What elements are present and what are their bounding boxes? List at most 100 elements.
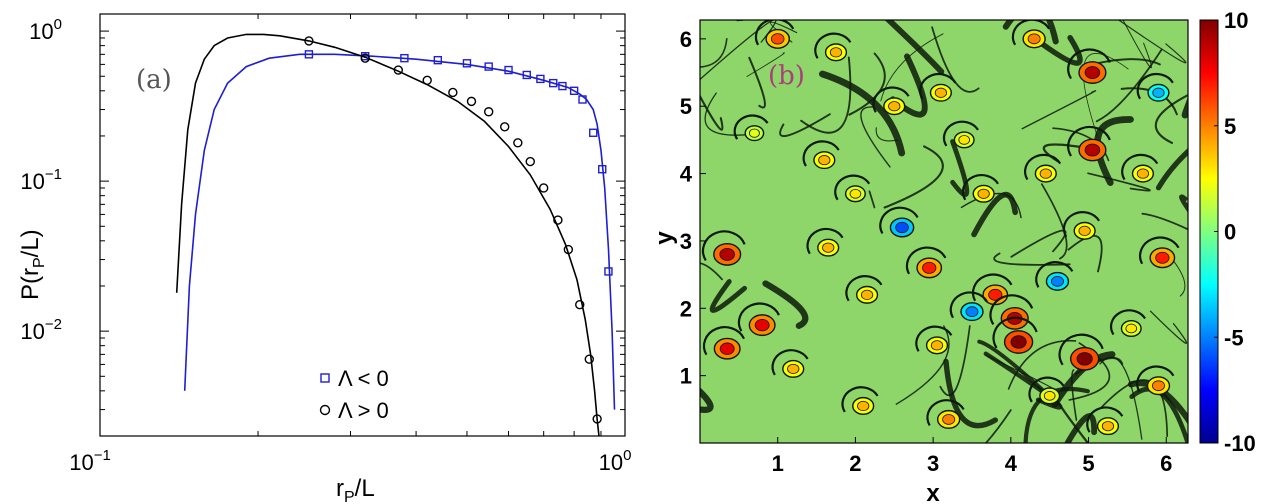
- filament: [939, 325, 971, 397]
- y-tick-label: 100: [29, 16, 62, 44]
- filament: [884, 20, 945, 75]
- filament: [1010, 229, 1067, 258]
- filament: [868, 190, 876, 209]
- vortex-spiral: [733, 114, 769, 140]
- filament: [1095, 48, 1163, 123]
- panel-a: 10−1 100 10−2 10−1 100 (a) rP/L P(rP/L) Λ < …: [17, 13, 632, 504]
- filament: [1094, 116, 1134, 186]
- filament: [700, 20, 777, 81]
- x-tick-label: 2: [849, 451, 861, 476]
- colorbar-ticks: 10 5 0 -5 -10: [1214, 8, 1256, 456]
- filament: [700, 387, 714, 414]
- vortex: [1028, 376, 1065, 405]
- filament: [960, 192, 1022, 219]
- marker-circle: [483, 107, 494, 117]
- vortex-core: [1155, 251, 1170, 264]
- vortex-core: [1084, 143, 1101, 157]
- vortex: [1121, 153, 1159, 183]
- legend-circle-marker: [319, 404, 331, 416]
- vortex-core: [1152, 87, 1165, 98]
- filament: [950, 139, 970, 197]
- marker-square: [604, 267, 613, 276]
- marker-square: [522, 70, 531, 80]
- x-tick-label: 5: [1082, 451, 1094, 476]
- vortex: [806, 227, 844, 257]
- panel-b-xlabel: x: [926, 480, 940, 504]
- marker-square: [589, 128, 598, 137]
- filament: [1141, 212, 1188, 231]
- vortex-spiral: [834, 174, 871, 201]
- vortex-core: [895, 221, 909, 234]
- vortex-spiral: [1139, 236, 1180, 265]
- vortex-core: [1051, 275, 1064, 287]
- vortex-spiral: [1024, 153, 1062, 181]
- vortex-spiral: [1067, 125, 1111, 157]
- vortex: [802, 140, 840, 170]
- vortex-spiral: [1062, 211, 1100, 238]
- filament: [736, 20, 746, 22]
- vortex-core: [719, 342, 735, 355]
- vortex-spiral: [905, 246, 947, 275]
- vortex-core: [1152, 380, 1165, 392]
- x-tick-label: 4: [1005, 451, 1018, 476]
- vortex-spiral: [1035, 261, 1074, 288]
- vortex: [702, 326, 745, 360]
- marker-circle: [592, 414, 602, 424]
- vortex-core: [965, 306, 979, 318]
- vortex-core: [829, 47, 843, 58]
- vortex-core: [988, 288, 1003, 301]
- vortex-core: [1039, 168, 1052, 179]
- filament: [704, 92, 758, 136]
- vortex-core: [1078, 225, 1091, 236]
- vortex-spiral: [1121, 153, 1159, 181]
- vortex-spiral: [1136, 72, 1174, 100]
- vortex-core: [849, 188, 862, 199]
- x-tick-label: 1: [772, 451, 784, 476]
- vortex-core: [860, 289, 874, 300]
- filament: [1002, 20, 1059, 45]
- filament: [971, 191, 1018, 238]
- vortex: [814, 32, 852, 62]
- vortex: [1062, 211, 1100, 240]
- filament: [895, 325, 950, 405]
- vortex-core: [857, 400, 870, 412]
- marker-square: [304, 50, 314, 59]
- vortex-core: [930, 340, 944, 351]
- filament: [1067, 234, 1103, 273]
- panel-a-legend: Λ < 0 Λ > 0: [319, 366, 389, 423]
- x-tick-label: 3: [927, 451, 939, 476]
- marker-square: [484, 62, 493, 71]
- vortex: [919, 72, 957, 102]
- marker-square: [549, 78, 558, 88]
- filament: [746, 52, 785, 77]
- marker-circle: [466, 96, 477, 107]
- vortex: [737, 302, 780, 337]
- vortex: [841, 386, 879, 415]
- y-tick-label: 3: [680, 229, 692, 254]
- vortex-spiral: [754, 20, 795, 46]
- vortex-core: [1101, 421, 1115, 432]
- vortex-spiral: [1067, 48, 1111, 80]
- vortex-core: [1043, 391, 1056, 401]
- x-tick-label: 100: [599, 447, 632, 475]
- filament: [880, 33, 944, 102]
- marker-square: [578, 95, 587, 104]
- vortex-spiral: [872, 86, 910, 113]
- marker-square: [400, 53, 409, 63]
- vortex-core: [1136, 168, 1150, 179]
- vortex-core: [942, 414, 956, 425]
- filament: [1154, 93, 1188, 144]
- vortex-core: [818, 155, 831, 166]
- y-tick-label: 10−2: [20, 316, 62, 344]
- vortex-core: [719, 247, 735, 261]
- vortex: [1136, 72, 1174, 102]
- vortex-spiral: [989, 294, 1034, 325]
- vortex-spiral: [1058, 333, 1104, 366]
- filament: [1155, 147, 1188, 191]
- vortex: [872, 86, 910, 116]
- filament: [1021, 90, 1097, 130]
- vortex-core: [787, 363, 800, 374]
- vortex-spiral: [1086, 406, 1124, 433]
- panel-b-label: (b): [768, 61, 805, 91]
